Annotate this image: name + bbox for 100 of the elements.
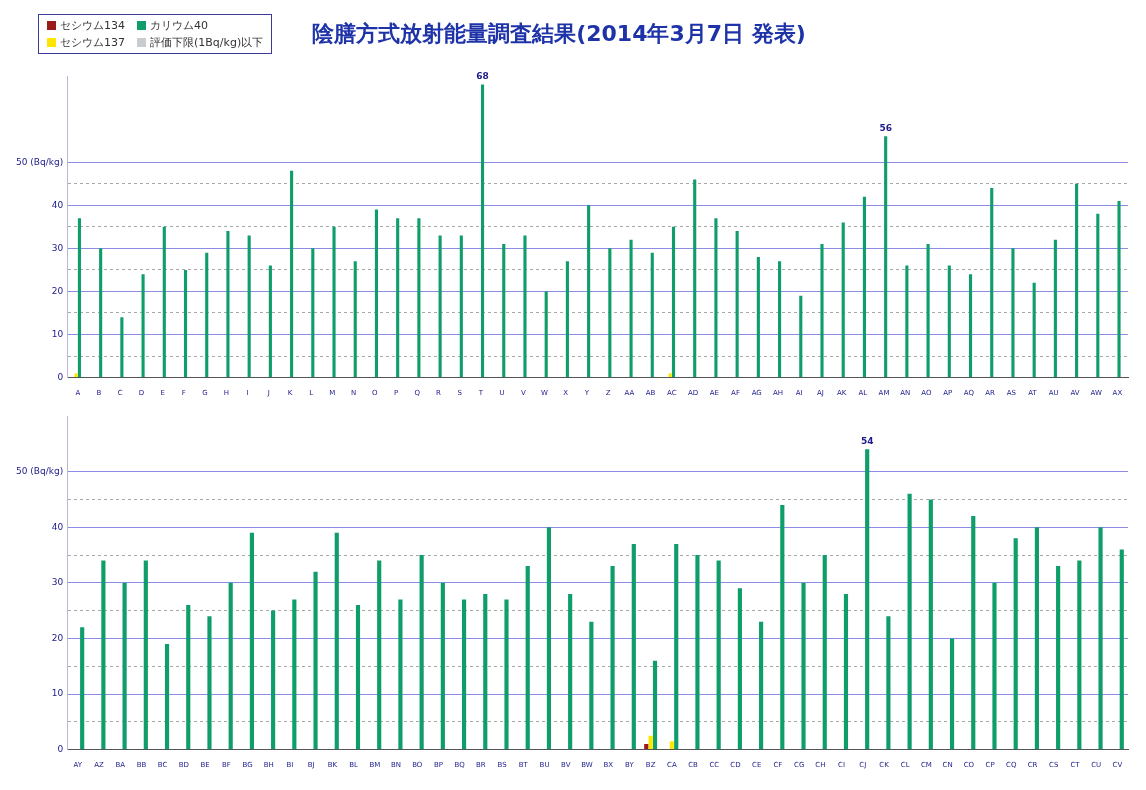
bar xyxy=(671,226,676,378)
bar xyxy=(226,231,230,378)
legend-label: カリウム40 xyxy=(150,18,208,33)
bar xyxy=(334,532,339,750)
bar xyxy=(205,252,209,378)
y-tick-label: 40 xyxy=(51,199,64,210)
bar xyxy=(928,499,933,750)
bar xyxy=(80,627,85,750)
bar xyxy=(693,179,697,378)
bar xyxy=(608,248,612,378)
bar xyxy=(778,261,782,378)
bar xyxy=(1034,527,1039,750)
bar xyxy=(247,235,251,378)
bar xyxy=(820,244,824,378)
bar xyxy=(737,588,742,750)
bar xyxy=(546,527,552,750)
bar xyxy=(122,582,127,750)
bar xyxy=(480,84,485,378)
y-tick-label: 30 xyxy=(51,577,64,588)
bar xyxy=(1011,248,1015,378)
chart-title: 陰膳方式放射能量調査結果(2014年3月7日 発表) xyxy=(312,20,806,48)
bar xyxy=(74,373,78,378)
bar xyxy=(290,170,294,378)
bar xyxy=(1117,200,1121,378)
bar xyxy=(207,616,212,750)
bar xyxy=(120,317,124,378)
bar xyxy=(629,239,633,378)
bar xyxy=(544,291,548,378)
bar xyxy=(822,555,827,750)
bar xyxy=(610,566,615,750)
bar xyxy=(523,235,527,378)
bar xyxy=(162,226,166,378)
bar xyxy=(905,265,909,378)
bar xyxy=(926,244,930,378)
bar xyxy=(801,582,806,750)
bar xyxy=(396,218,400,378)
bar xyxy=(1077,560,1082,750)
bar xyxy=(990,188,994,378)
bar xyxy=(186,605,191,750)
bar xyxy=(483,593,488,750)
bar xyxy=(756,256,760,378)
bar xyxy=(884,136,888,378)
bar xyxy=(799,295,803,378)
bar xyxy=(716,560,721,750)
bar xyxy=(332,226,336,378)
bar xyxy=(652,660,658,750)
bar xyxy=(101,560,106,750)
bar xyxy=(971,516,976,750)
y-tick-label: 10 xyxy=(51,688,64,699)
bar xyxy=(759,621,764,750)
legend-label: セシウム137 xyxy=(60,35,125,50)
bar xyxy=(525,566,530,750)
bar xyxy=(268,265,272,378)
bar xyxy=(714,218,718,378)
bar xyxy=(164,643,170,750)
legend-label: セシウム134 xyxy=(60,18,125,33)
bar xyxy=(398,599,403,750)
bar xyxy=(992,582,997,750)
bar xyxy=(292,599,297,750)
y-tick-label: 0 xyxy=(57,743,64,754)
bar xyxy=(249,532,254,750)
bar xyxy=(886,616,891,750)
y-tick-label: 10 xyxy=(51,328,64,339)
bar xyxy=(631,543,636,750)
data-label: 56 xyxy=(879,123,892,134)
bar xyxy=(1075,183,1079,378)
bar xyxy=(1096,213,1100,378)
bar xyxy=(311,248,315,378)
bar xyxy=(947,265,951,378)
bar xyxy=(565,261,569,378)
bar xyxy=(228,582,233,750)
bar xyxy=(1013,538,1018,750)
bar xyxy=(440,582,445,750)
legend-label: 評価下限(1Bq/kg)以下 xyxy=(150,35,264,50)
bar xyxy=(438,235,442,378)
bar xyxy=(271,610,276,750)
bar xyxy=(907,493,912,750)
bar xyxy=(141,274,145,378)
bar xyxy=(374,209,379,378)
bar xyxy=(1098,527,1103,750)
bar xyxy=(968,274,973,378)
bar xyxy=(780,504,785,750)
bar xyxy=(504,599,509,750)
bar xyxy=(1056,566,1061,750)
bar xyxy=(502,244,506,378)
y-tick-label: 40 xyxy=(51,521,64,532)
y-tick-label: 50 (Bq/kg) xyxy=(15,156,64,167)
bar xyxy=(1119,549,1124,750)
bar xyxy=(865,449,870,750)
bar xyxy=(313,571,318,750)
bar xyxy=(735,231,739,378)
bar xyxy=(650,252,654,378)
bar xyxy=(183,269,188,378)
bar xyxy=(695,555,700,750)
bar xyxy=(355,605,361,750)
bar xyxy=(377,560,382,750)
y-tick-label: 0 xyxy=(57,371,64,382)
bar xyxy=(568,593,573,750)
bar xyxy=(143,560,148,750)
bar xyxy=(674,543,679,750)
